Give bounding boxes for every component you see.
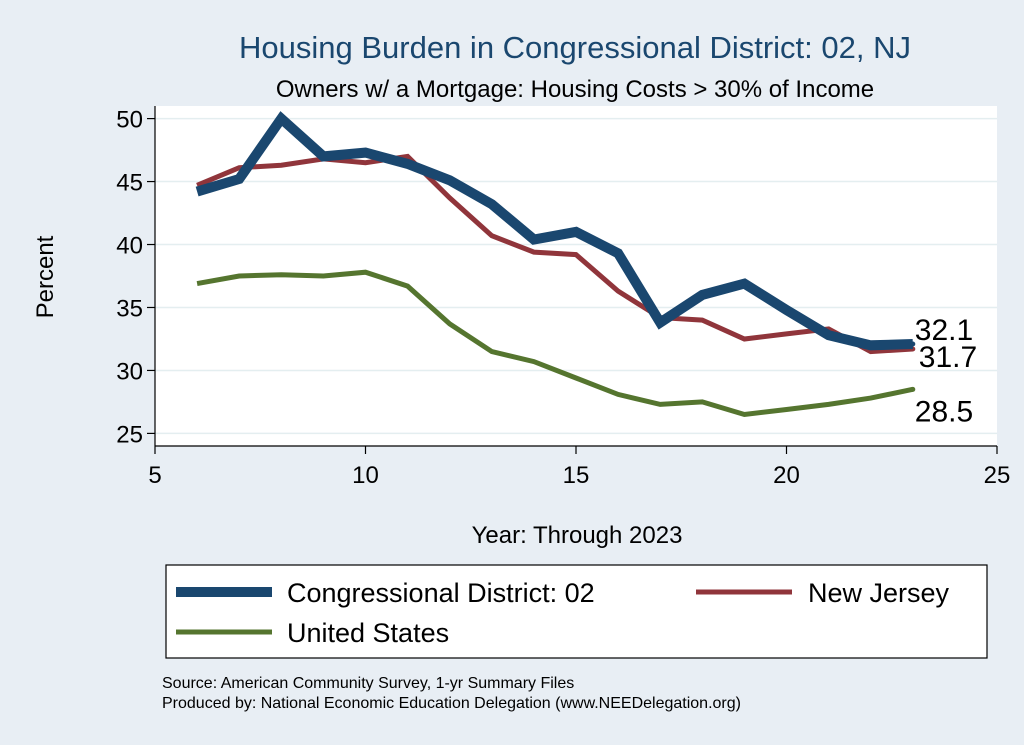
- end-label-new-jersey: 31.7: [919, 341, 977, 374]
- end-label-district: 32.1: [915, 314, 973, 347]
- y-tick-label: 30: [116, 358, 143, 385]
- y-tick-label: 50: [116, 107, 143, 134]
- y-tick-label: 40: [116, 233, 143, 260]
- source-note: Source: American Community Survey, 1-yr …: [162, 675, 574, 692]
- y-tick-label: 35: [116, 295, 143, 322]
- legend-box: [165, 564, 988, 659]
- x-tick-label: 20: [773, 462, 800, 489]
- series-line-united-states: [196, 269, 914, 418]
- end-label-united-states: 28.5: [915, 395, 973, 428]
- plot-area-group: 25 30 35 40 45 50 5 10 15 20 25 32.131.7 28.5: [116, 106, 1010, 489]
- series-endpoint-united-states: [910, 386, 916, 392]
- legend-label-united-states: United States: [287, 618, 449, 648]
- legend: Congressional District: 02 New Jersey Un…: [165, 564, 988, 659]
- x-tick-label: 5: [148, 462, 161, 489]
- y-axis-title: Percent: [32, 235, 59, 318]
- x-tick-label: 25: [984, 462, 1011, 489]
- chart-subtitle: Owners w/ a Mortgage: Housing Costs > 30…: [276, 76, 874, 103]
- series-endpoint-district: [910, 341, 916, 347]
- y-tick-label: 25: [116, 421, 143, 448]
- produced-by-note: Produced by: National Economic Education…: [162, 695, 741, 712]
- legend-label-district: Congressional District: 02: [287, 578, 595, 608]
- series-line-new-jersey: [196, 153, 913, 355]
- series-line-district: [195, 111, 913, 351]
- x-axis-title: Year: Through 2023: [472, 522, 683, 549]
- chart-title: Housing Burden in Congressional District…: [239, 30, 911, 65]
- legend-label-new-jersey: New Jersey: [808, 578, 950, 608]
- y-tick-label: 45: [116, 170, 143, 197]
- x-tick-label: 10: [352, 462, 379, 489]
- x-tick-label: 15: [563, 462, 590, 489]
